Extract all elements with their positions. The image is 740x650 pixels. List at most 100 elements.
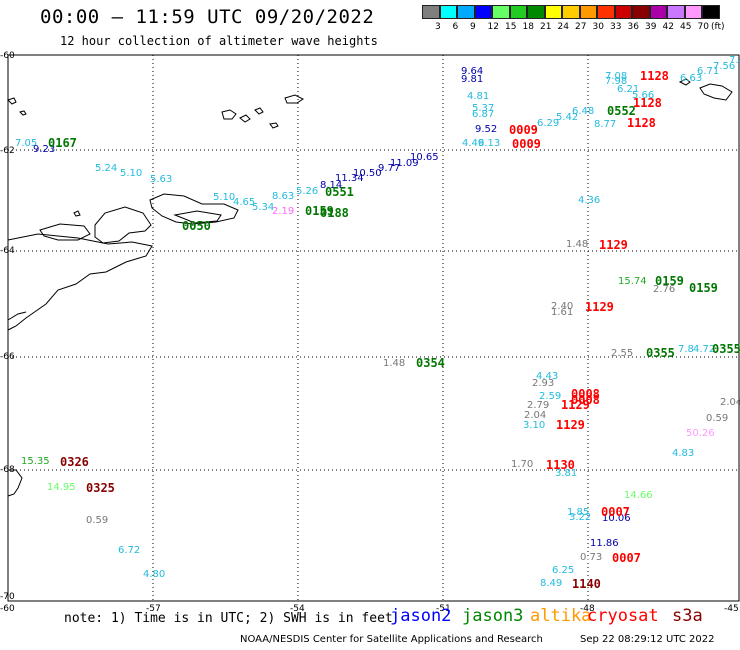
wave-height-value: 5.24: [95, 163, 118, 174]
wave-height-value: 1.85: [567, 507, 590, 518]
color-scale-label: (ft): [711, 22, 725, 32]
lon-label: -60: [0, 604, 15, 614]
color-swatch: [632, 5, 650, 19]
wave-height-value: 4.49: [462, 138, 485, 149]
color-scale-label: 30: [592, 22, 604, 32]
wave-height-value: 8.77: [594, 119, 617, 130]
wave-height-value: 10.06: [602, 513, 631, 524]
wave-height-value: 5.26: [296, 186, 319, 197]
wave-height-value: 14.95: [47, 482, 76, 493]
page-title: 00:00 – 11:59 UTC 09/20/2022: [40, 6, 375, 28]
color-scale-label: 70: [697, 22, 709, 32]
wave-height-value: 5.66: [632, 90, 655, 101]
color-swatch: [579, 5, 597, 19]
wave-height-value: 6.72: [118, 545, 141, 556]
wave-height-value: 0.59: [86, 515, 109, 526]
wave-height-value: 15.74: [618, 276, 647, 287]
wave-height-value: 7.4: [729, 55, 740, 66]
wave-height-value: 10.50: [353, 168, 382, 179]
color-scale-label: 3: [435, 22, 441, 32]
wave-height-value: 9.81: [461, 74, 484, 85]
wave-height-value: 3.10: [523, 420, 546, 431]
pass-time-label: 0552: [607, 104, 636, 118]
wave-height-value: 6.87: [472, 109, 495, 120]
color-swatch: [544, 5, 562, 19]
wave-height-value: 50.26: [686, 428, 715, 439]
wave-height-value: 6.63: [680, 73, 703, 84]
wave-height-value: 2.19: [272, 206, 295, 217]
pass-time-label: 1140: [572, 577, 601, 591]
wave-height-value: 6.48: [572, 106, 595, 117]
wave-height-value: 4.80: [143, 569, 166, 580]
legend-s3a: s3a: [672, 606, 703, 626]
color-swatch: [474, 5, 492, 19]
wave-height-value: 7.8: [678, 344, 694, 355]
lat-label: -70: [0, 592, 15, 602]
pass-time-label: 1129: [599, 238, 628, 252]
wave-height-value: 6.21: [617, 84, 640, 95]
color-scale-label: 9: [470, 22, 476, 32]
lon-label: -51: [436, 604, 451, 614]
wave-height-value: 6.13: [478, 138, 501, 149]
lat-label: -68: [0, 465, 15, 475]
lat-label: -66: [0, 352, 15, 362]
wave-height-value: 6.29: [537, 118, 560, 129]
color-scale-label: 27: [575, 22, 587, 32]
color-scale-label: 45: [680, 22, 692, 32]
legend-cryosat: cryosat: [587, 606, 659, 626]
pass-time-label: 0159: [655, 274, 684, 288]
wave-height-value: 4.65: [233, 197, 256, 208]
wave-height-value: 8.63: [272, 191, 295, 202]
wave-height-value: 4.81: [467, 91, 490, 102]
wave-height-value: 15.35: [21, 456, 50, 467]
pass-time-label: 0009: [509, 123, 538, 137]
pass-time-label: 0008: [571, 393, 600, 407]
pass-time-label: 1130: [546, 458, 575, 472]
wave-height-value: 4.36: [578, 195, 601, 206]
wave-height-value: 6.25: [552, 565, 575, 576]
lon-label: -48: [580, 604, 595, 614]
wave-height-value: 11.34: [335, 173, 364, 184]
wave-height-value: 9.52: [475, 124, 498, 135]
wave-height-value: 5.37: [472, 103, 495, 114]
legend-jason3: jason3: [462, 606, 524, 626]
pass-time-label: 0551: [325, 185, 354, 199]
wave-height-value: 1.61: [551, 307, 574, 318]
wave-height-value: 5.10: [120, 168, 143, 179]
color-swatch: [562, 5, 580, 19]
wave-height-value: 9.64: [461, 66, 484, 77]
color-swatch: [439, 5, 457, 19]
color-scale-label: 21: [540, 22, 552, 32]
wave-height-value: 5.63: [150, 174, 173, 185]
pass-time-label: 1128: [633, 96, 662, 110]
lon-label: -57: [146, 604, 161, 614]
color-scale-label: 36: [627, 22, 639, 32]
wave-height-value: 8.14: [320, 180, 343, 191]
wave-height-value: 4.72: [693, 344, 716, 355]
color-swatch: [527, 5, 545, 19]
pass-time-label: 0007: [612, 551, 641, 565]
lon-label: -54: [290, 604, 305, 614]
color-swatch: [702, 5, 720, 19]
pass-time-label: 0188: [320, 206, 349, 220]
pass-time-label: 0008: [571, 387, 600, 401]
color-scale-label: 33: [610, 22, 622, 32]
wave-height-value: 1.70: [511, 459, 534, 470]
wave-height-value: 0.73: [580, 552, 603, 563]
wave-height-value: 6.71: [697, 66, 720, 77]
page-subtitle: 12 hour collection of altimeter wave hei…: [60, 34, 378, 48]
wave-height-value: 7.05: [15, 138, 38, 149]
wave-height-value: 5.34: [252, 202, 275, 213]
wave-height-value: 4.43: [536, 371, 559, 382]
color-swatch: [684, 5, 702, 19]
pass-time-label: 0159: [305, 204, 334, 218]
wave-height-value: 1.48: [383, 358, 406, 369]
pass-time-label: 1128: [640, 69, 669, 83]
wave-height-value: 2.55: [611, 348, 634, 359]
generated-timestamp: Sep 22 08:29:12 UTC 2022: [580, 634, 715, 645]
pass-time-label: 0050: [182, 219, 211, 233]
color-swatch: [422, 5, 440, 19]
color-swatch: [597, 5, 615, 19]
pass-time-label: 0354: [416, 356, 445, 370]
color-swatch: [667, 5, 685, 19]
